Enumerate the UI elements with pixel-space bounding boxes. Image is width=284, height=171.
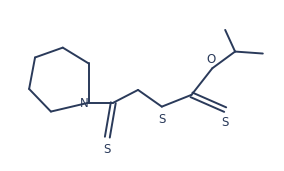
Text: S: S [104,143,111,156]
Text: N: N [80,97,89,110]
Text: S: S [222,115,229,128]
Text: O: O [207,53,216,66]
Text: S: S [158,113,166,126]
